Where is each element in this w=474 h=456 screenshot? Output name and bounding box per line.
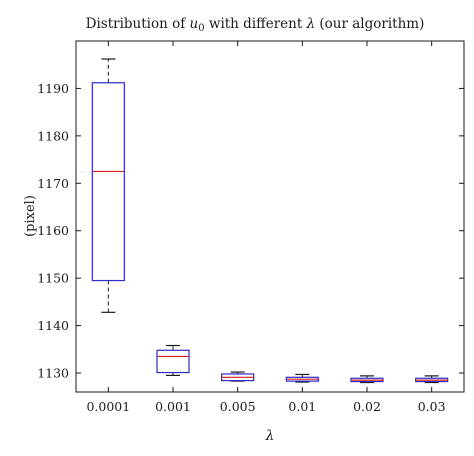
title-suffix: (our algorithm) xyxy=(315,16,424,32)
box-0.005 xyxy=(221,371,255,382)
y-axis-label: (pixel) xyxy=(23,195,38,237)
y-tick-label: 1170 xyxy=(37,176,69,191)
y-axis-ticks: 1130 1140 1150 1160 1170 1180 1190 xyxy=(37,81,464,381)
box-0.01 xyxy=(285,373,319,383)
y-tick-label: 1140 xyxy=(37,318,69,333)
x-tick-label: 0.0001 xyxy=(86,399,130,414)
box-iqr xyxy=(91,82,125,282)
y-tick-label: 1150 xyxy=(37,271,69,286)
box-plot-series xyxy=(91,58,449,384)
title-middle: with different xyxy=(205,16,307,32)
box-0.0001 xyxy=(91,58,125,313)
title-variable-subscript: 0 xyxy=(198,23,204,34)
box-0.03 xyxy=(415,375,449,384)
plot-frame xyxy=(75,40,465,393)
y-tick-label: 1180 xyxy=(37,128,69,143)
title-lambda: λ xyxy=(306,16,316,32)
box-0.001 xyxy=(156,344,190,376)
chart-title: Distribution of u0 with different λ (our… xyxy=(86,16,425,34)
x-tick-label: 0.001 xyxy=(155,399,191,414)
title-prefix: Distribution of xyxy=(86,16,190,32)
x-tick-label: 0.02 xyxy=(353,399,381,414)
box-0.02 xyxy=(350,375,384,384)
x-axis-label: λ xyxy=(265,428,275,444)
title-variable: u xyxy=(190,16,199,32)
x-tick-label: 0.01 xyxy=(288,399,316,414)
x-axis-ticks: 0.0001 0.001 0.005 0.01 0.02 0.03 xyxy=(86,41,446,414)
x-tick-label: 0.005 xyxy=(220,399,256,414)
y-tick-label: 1190 xyxy=(37,81,69,96)
y-tick-label: 1160 xyxy=(37,223,69,238)
y-tick-label: 1130 xyxy=(37,366,69,381)
x-tick-label: 0.03 xyxy=(418,399,446,414)
box-iqr xyxy=(156,349,190,374)
